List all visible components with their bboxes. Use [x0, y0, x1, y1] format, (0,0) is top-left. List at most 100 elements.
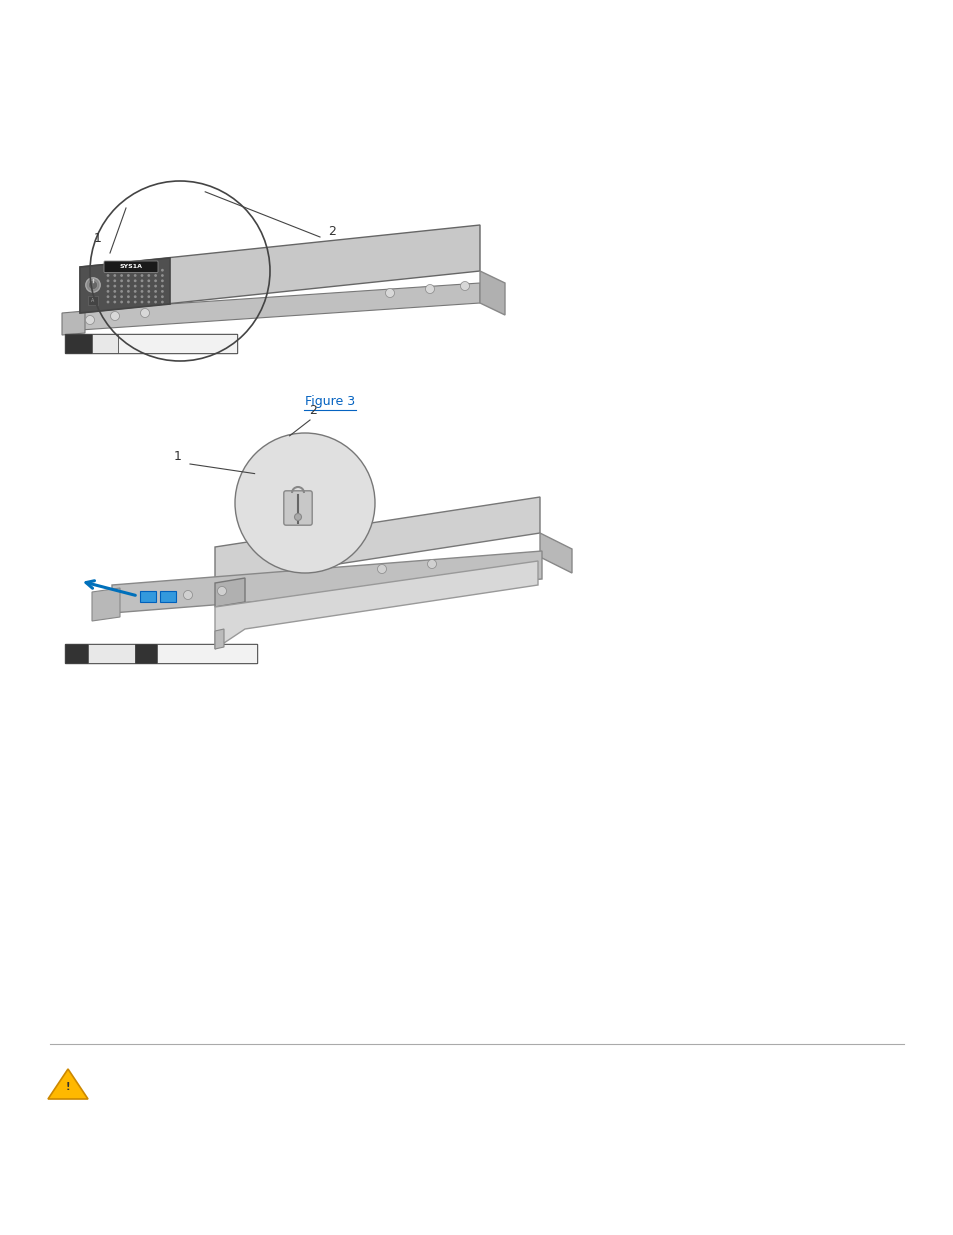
Circle shape [113, 274, 116, 277]
Circle shape [113, 290, 116, 293]
Bar [157, 643, 256, 663]
Circle shape [294, 514, 301, 520]
Circle shape [460, 282, 469, 290]
Circle shape [127, 285, 130, 288]
Circle shape [140, 269, 143, 272]
Circle shape [427, 559, 436, 568]
Circle shape [161, 295, 164, 298]
Circle shape [120, 279, 123, 283]
Circle shape [161, 279, 164, 283]
Circle shape [89, 280, 97, 289]
Polygon shape [479, 270, 504, 315]
Polygon shape [539, 534, 572, 573]
FancyBboxPatch shape [104, 261, 158, 273]
Circle shape [86, 278, 100, 293]
Bar [65, 333, 236, 353]
Polygon shape [112, 551, 541, 613]
FancyBboxPatch shape [283, 490, 312, 525]
Circle shape [140, 279, 143, 283]
Circle shape [107, 274, 110, 277]
Circle shape [154, 290, 157, 293]
Circle shape [148, 274, 150, 277]
Text: 1: 1 [94, 232, 102, 246]
Polygon shape [80, 258, 170, 312]
Polygon shape [214, 629, 224, 650]
Circle shape [154, 269, 157, 272]
Polygon shape [214, 578, 245, 606]
Circle shape [425, 284, 434, 294]
Circle shape [127, 274, 130, 277]
Circle shape [148, 285, 150, 288]
Circle shape [120, 269, 123, 272]
Circle shape [113, 285, 116, 288]
Bar [134, 643, 157, 663]
Circle shape [133, 300, 136, 304]
Circle shape [385, 289, 395, 298]
Circle shape [161, 285, 164, 288]
Circle shape [140, 309, 150, 317]
Circle shape [113, 269, 116, 272]
Circle shape [127, 279, 130, 283]
Circle shape [127, 290, 130, 293]
Bar [160, 592, 175, 601]
Circle shape [113, 295, 116, 298]
Circle shape [163, 594, 172, 603]
Circle shape [161, 274, 164, 277]
Bar [88, 296, 98, 305]
Circle shape [107, 290, 110, 293]
Circle shape [154, 295, 157, 298]
Circle shape [154, 300, 157, 304]
Bar [65, 643, 256, 663]
Circle shape [107, 269, 110, 272]
Circle shape [133, 279, 136, 283]
Text: 2: 2 [309, 405, 316, 417]
Circle shape [113, 279, 116, 283]
Circle shape [107, 285, 110, 288]
Text: Figure 3: Figure 3 [305, 395, 355, 409]
Circle shape [107, 300, 110, 304]
Polygon shape [91, 588, 120, 621]
Circle shape [140, 295, 143, 298]
Circle shape [113, 300, 116, 304]
Circle shape [183, 590, 193, 599]
Circle shape [120, 285, 123, 288]
Circle shape [133, 290, 136, 293]
Circle shape [133, 274, 136, 277]
Circle shape [148, 300, 150, 304]
Circle shape [133, 285, 136, 288]
Circle shape [86, 315, 94, 325]
Circle shape [111, 311, 119, 321]
Circle shape [127, 269, 130, 272]
Polygon shape [214, 561, 537, 650]
Text: A: A [91, 298, 94, 303]
Bar [65, 643, 88, 663]
Circle shape [127, 295, 130, 298]
Circle shape [377, 564, 386, 573]
Circle shape [120, 300, 123, 304]
Circle shape [148, 269, 150, 272]
Polygon shape [62, 311, 85, 335]
Circle shape [154, 274, 157, 277]
Circle shape [148, 279, 150, 283]
Circle shape [148, 295, 150, 298]
Circle shape [133, 269, 136, 272]
Bar [88, 643, 134, 663]
Circle shape [120, 290, 123, 293]
Text: 1: 1 [173, 451, 182, 463]
Circle shape [140, 274, 143, 277]
Polygon shape [80, 225, 479, 312]
Circle shape [161, 300, 164, 304]
Circle shape [127, 300, 130, 304]
Circle shape [154, 285, 157, 288]
Circle shape [133, 295, 136, 298]
Text: !: ! [66, 1082, 71, 1092]
Circle shape [161, 290, 164, 293]
Circle shape [140, 300, 143, 304]
Circle shape [234, 433, 375, 573]
Circle shape [154, 279, 157, 283]
Circle shape [217, 587, 226, 595]
Text: 2: 2 [328, 225, 335, 237]
Text: SYS1A: SYS1A [119, 264, 142, 269]
Bar [91, 333, 118, 353]
Circle shape [120, 295, 123, 298]
